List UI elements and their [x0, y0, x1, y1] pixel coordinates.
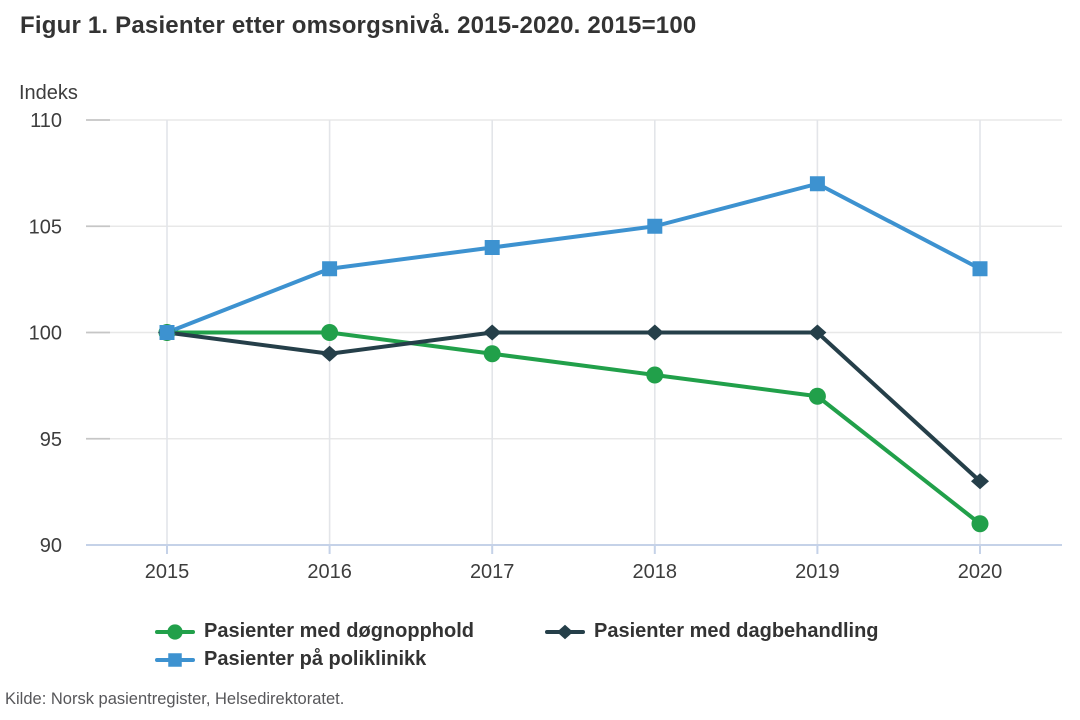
y-tick-label: 90	[40, 535, 62, 557]
source-note: Kilde: Norsk pasientregister, Helsedirek…	[5, 690, 345, 708]
series-line-1	[165, 330, 982, 484]
circle-marker-icon	[167, 623, 183, 640]
circle-marker-icon	[321, 324, 339, 341]
y-tick-label: 105	[29, 216, 62, 238]
square-marker-icon	[647, 218, 663, 234]
diamond-marker-icon	[808, 324, 827, 341]
square-marker-icon	[972, 261, 988, 277]
series-markers-0	[158, 324, 989, 533]
x-tick-label: 2018	[633, 561, 678, 583]
legend-item-poliklinikk: Pasienter på poliklinikk	[155, 646, 545, 673]
series-line-0	[165, 330, 982, 526]
legend-marker-circle-icon	[155, 623, 195, 640]
legend-item-dagbehandling: Pasienter med dagbehandling	[545, 618, 879, 645]
x-tick-label: 2017	[470, 561, 515, 583]
series-markers-2	[159, 176, 988, 340]
x-tick-label: 2020	[958, 561, 1003, 583]
circle-marker-icon	[971, 515, 989, 533]
square-marker-icon	[168, 652, 182, 667]
y-tick-label: 110	[30, 110, 62, 132]
square-marker-icon	[484, 240, 500, 255]
circle-marker-icon	[808, 387, 826, 405]
legend-label: Pasienter med døgnopphold	[204, 620, 475, 642]
square-marker-icon	[159, 325, 175, 340]
square-marker-icon	[322, 261, 338, 277]
y-tick-label: 100	[29, 323, 62, 345]
series-line-2	[165, 181, 982, 335]
chart-legend: Pasienter med døgnopphold Pasienter med …	[155, 618, 879, 673]
diamond-marker-icon	[483, 324, 502, 341]
y-tick-label: 95	[40, 429, 62, 451]
circle-marker-icon	[646, 366, 664, 384]
legend-label: Pasienter på poliklinikk	[204, 648, 427, 670]
x-tick-label: 2016	[307, 561, 352, 583]
x-tick-label: 2015	[145, 561, 190, 583]
legend-marker-square-icon	[155, 652, 195, 667]
x-tick-label: 2019	[795, 561, 840, 583]
diamond-marker-icon	[320, 345, 339, 362]
diamond-marker-icon	[645, 324, 664, 341]
figure-title: Figur 1. Pasienter etter omsorgsnivå. 20…	[20, 12, 697, 39]
diamond-marker-icon	[971, 473, 989, 490]
legend-marker-diamond-icon	[545, 624, 585, 639]
y-axis-title: Indeks	[19, 82, 78, 104]
legend-label: Pasienter med dagbehandling	[594, 620, 879, 642]
square-marker-icon	[809, 176, 825, 192]
circle-marker-icon	[483, 345, 501, 363]
diamond-marker-icon	[556, 624, 574, 639]
legend-item-dognopphold: Pasienter med døgnopphold	[155, 618, 545, 645]
